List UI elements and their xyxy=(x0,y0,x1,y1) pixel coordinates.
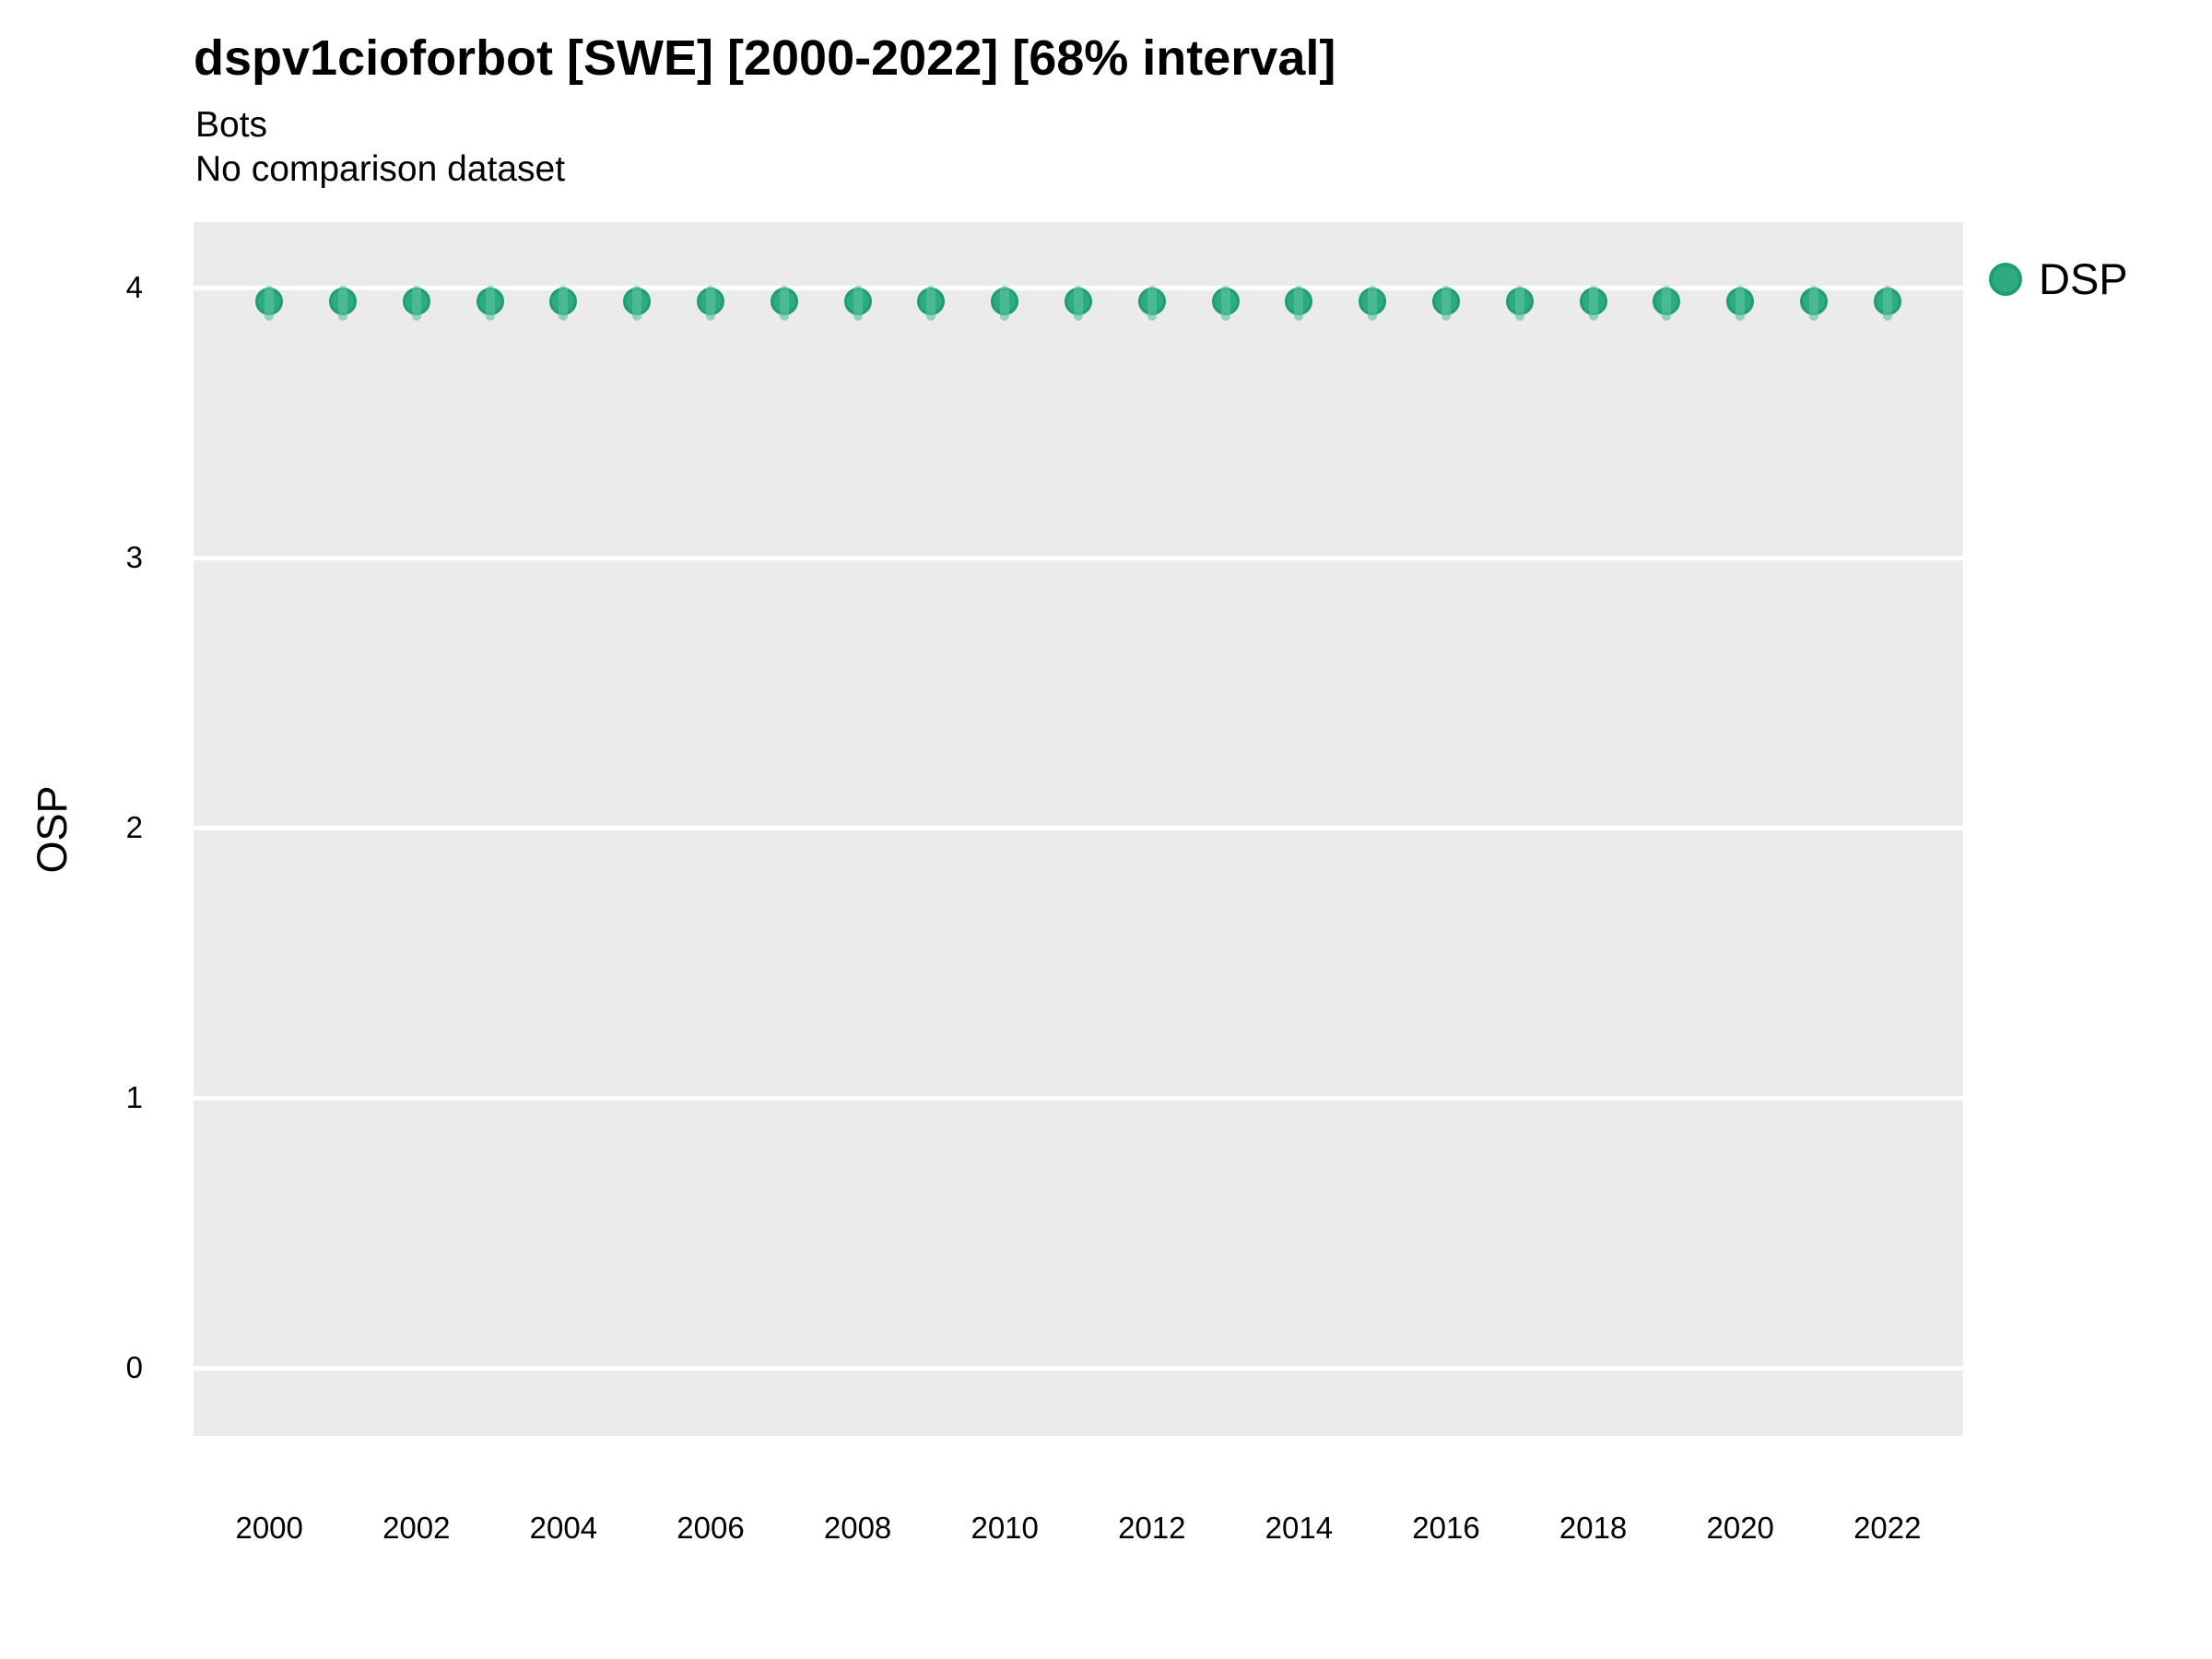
gridline-y-3 xyxy=(194,555,1963,560)
interval-bar-2021 xyxy=(1809,285,1818,321)
interval-bar-2018 xyxy=(1588,285,1598,321)
interval-bar-2007 xyxy=(779,285,789,321)
x-tick-label-2018: 2018 xyxy=(1559,1511,1628,1545)
interval-bar-2012 xyxy=(1147,285,1157,321)
interval-bar-2001 xyxy=(337,285,347,321)
interval-bar-2005 xyxy=(632,285,642,321)
interval-bar-2009 xyxy=(926,285,936,321)
y-tick-label-4: 4 xyxy=(125,270,143,305)
interval-bar-2016 xyxy=(1441,285,1451,321)
x-tick-label-2006: 2006 xyxy=(677,1511,745,1545)
x-tick-label-2016: 2016 xyxy=(1412,1511,1480,1545)
interval-bar-2022 xyxy=(1882,285,1892,321)
interval-bar-2014 xyxy=(1294,285,1304,321)
x-tick-label-2004: 2004 xyxy=(529,1511,598,1545)
x-tick-label-2020: 2020 xyxy=(1706,1511,1774,1545)
x-tick-label-2002: 2002 xyxy=(382,1511,451,1545)
plot-panel xyxy=(194,222,1963,1436)
legend-point-icon xyxy=(1989,263,2022,296)
gridline-y-1 xyxy=(194,1095,1963,1100)
interval-bar-2020 xyxy=(1735,285,1746,321)
x-tick-label-2014: 2014 xyxy=(1265,1511,1334,1545)
interval-bar-2010 xyxy=(1000,285,1010,321)
y-tick-label-1: 1 xyxy=(125,1080,143,1115)
interval-bar-2002 xyxy=(411,285,421,321)
interval-bar-2006 xyxy=(705,285,715,321)
x-tick-label-2008: 2008 xyxy=(823,1511,892,1545)
y-tick-label-2: 2 xyxy=(125,810,143,845)
interval-bar-2013 xyxy=(1220,285,1230,321)
y-tick-label-0: 0 xyxy=(125,1350,143,1385)
interval-bar-2015 xyxy=(1368,285,1378,321)
x-tick-label-2022: 2022 xyxy=(1853,1511,1922,1545)
interval-bar-2017 xyxy=(1514,285,1524,321)
legend-label: DSP xyxy=(2039,254,2128,303)
x-tick-label-2012: 2012 xyxy=(1118,1511,1186,1545)
x-tick-label-2000: 2000 xyxy=(235,1511,303,1545)
gridline-y-2 xyxy=(194,825,1963,830)
interval-bar-2000 xyxy=(265,285,275,321)
x-tick-label-2010: 2010 xyxy=(971,1511,1039,1545)
chart-subtitle: Bots xyxy=(195,105,268,145)
gridline-y-0 xyxy=(194,1365,1963,1371)
interval-bar-2019 xyxy=(1662,285,1672,321)
y-tick-label-3: 3 xyxy=(125,540,143,575)
interval-bar-2008 xyxy=(853,285,863,321)
interval-bar-2003 xyxy=(485,285,495,321)
chart-title: dspv1cioforbot [SWE] [2000-2022] [68% in… xyxy=(194,30,1336,86)
interval-bar-2004 xyxy=(559,285,569,321)
chart-subtitle-comparison: No comparison dataset xyxy=(195,149,566,189)
legend: DSP xyxy=(1989,256,2128,302)
interval-bar-2011 xyxy=(1074,285,1083,321)
